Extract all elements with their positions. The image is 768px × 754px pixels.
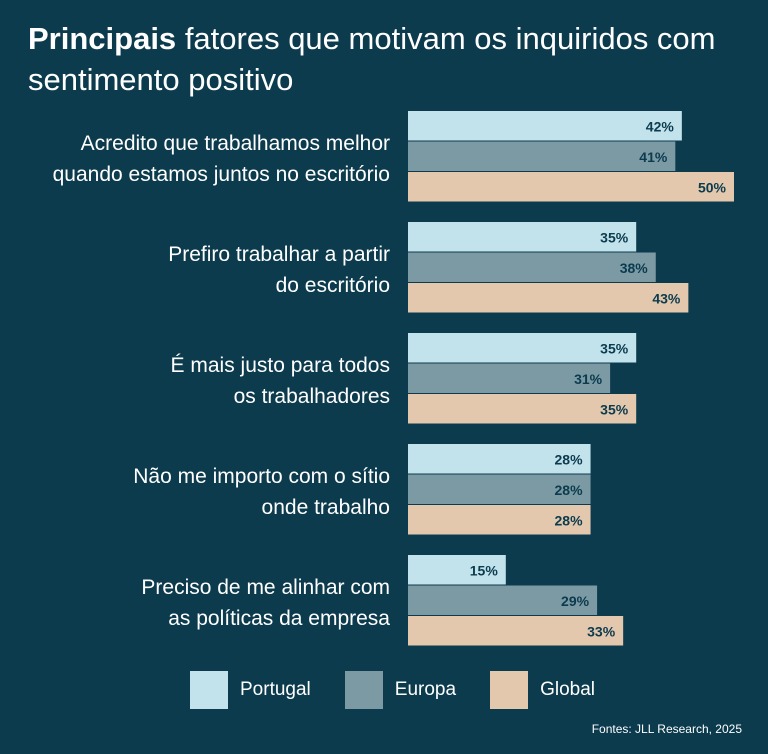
category-group: É mais justo para todos os trabalhadores 3… <box>171 333 637 424</box>
bar-portugal <box>408 333 637 363</box>
bar-europa <box>408 363 611 393</box>
category-label: Não me importo com o sítio onde trabalho <box>133 465 390 519</box>
bar-europa <box>408 585 598 615</box>
bar-global <box>408 505 591 535</box>
legend-swatch-global <box>490 671 529 709</box>
data-label: 29% <box>561 593 590 609</box>
category-label: Prefiro trabalhar a partir do escritório <box>168 243 390 297</box>
data-label: 38% <box>620 260 649 276</box>
data-label: 33% <box>587 623 616 639</box>
bar-global <box>408 616 624 646</box>
data-label: 43% <box>652 290 681 306</box>
category-label-line: onde trabalho <box>262 496 390 519</box>
category-label-line: Não me importo com o sítio <box>133 465 390 488</box>
chart-title-rest: fatores que motivam os inquiridos com se… <box>28 21 716 97</box>
data-label: 35% <box>600 340 629 356</box>
data-label: 42% <box>646 118 675 134</box>
source-note: Fontes: JLL Research, 2025 <box>591 722 742 736</box>
chart-title-bold: Principais <box>28 21 177 56</box>
category-label-line: quando estamos juntos no escritório <box>53 163 390 186</box>
chart-title: Principais fatores que motivam os inquir… <box>28 18 748 100</box>
legend-item-portugal: Portugal <box>190 671 311 709</box>
category-label-line: Acredito que trabalhamos melhor <box>81 132 390 155</box>
bar-portugal <box>408 555 506 585</box>
data-label: 28% <box>555 451 584 467</box>
category-label: Acredito que trabalhamos melhor quando es… <box>53 132 390 186</box>
category-group: Preciso de me alinhar com as políticas da… <box>141 555 624 646</box>
bar-europa <box>408 141 676 171</box>
bar-chart: Acredito que trabalhamos melhor quando es… <box>53 111 734 646</box>
data-label: 50% <box>698 179 727 195</box>
legend-swatch-portugal <box>190 671 228 709</box>
category-group: Não me importo com o sítio onde trabalho 2… <box>133 444 591 535</box>
data-label: 41% <box>639 149 668 165</box>
legend-item-global: Global <box>490 671 595 709</box>
category-group: Acredito que trabalhamos melhor quando es… <box>53 111 734 202</box>
category-label-line: do escritório <box>276 274 390 297</box>
category-label-line: os trabalhadores <box>234 385 390 408</box>
chart-legend: Portugal Europa Global <box>190 671 629 709</box>
category-group: Prefiro trabalhar a partir do escritório 3… <box>168 222 689 313</box>
bar-portugal <box>408 444 591 474</box>
category-label-line: Prefiro trabalhar a partir <box>168 243 390 266</box>
data-label: 15% <box>470 562 499 578</box>
legend-item-europa: Europa <box>344 671 457 709</box>
data-label: 28% <box>555 512 584 528</box>
legend-swatch-europa <box>344 671 383 709</box>
data-label: 35% <box>600 401 629 417</box>
bar-europa <box>408 252 656 282</box>
category-label-line: É mais justo para todos <box>171 354 390 377</box>
bar-portugal <box>408 222 637 252</box>
category-label: É mais justo para todos os trabalhadores <box>171 354 390 408</box>
bar-europa <box>408 474 591 504</box>
bar-global <box>408 394 637 424</box>
category-label-line: Preciso de me alinhar com <box>141 576 390 599</box>
bar-portugal <box>408 111 682 141</box>
legend-label-portugal: Portugal <box>240 679 311 700</box>
bar-global <box>408 172 734 202</box>
category-label-line: as políticas da empresa <box>168 607 390 630</box>
bar-global <box>408 283 689 313</box>
category-label: Preciso de me alinhar com as políticas da… <box>141 576 390 630</box>
data-label: 28% <box>555 482 584 498</box>
data-label: 35% <box>600 229 629 245</box>
legend-label-global: Global <box>540 679 595 700</box>
legend-label-europa: Europa <box>394 679 457 700</box>
data-label: 31% <box>574 371 603 387</box>
